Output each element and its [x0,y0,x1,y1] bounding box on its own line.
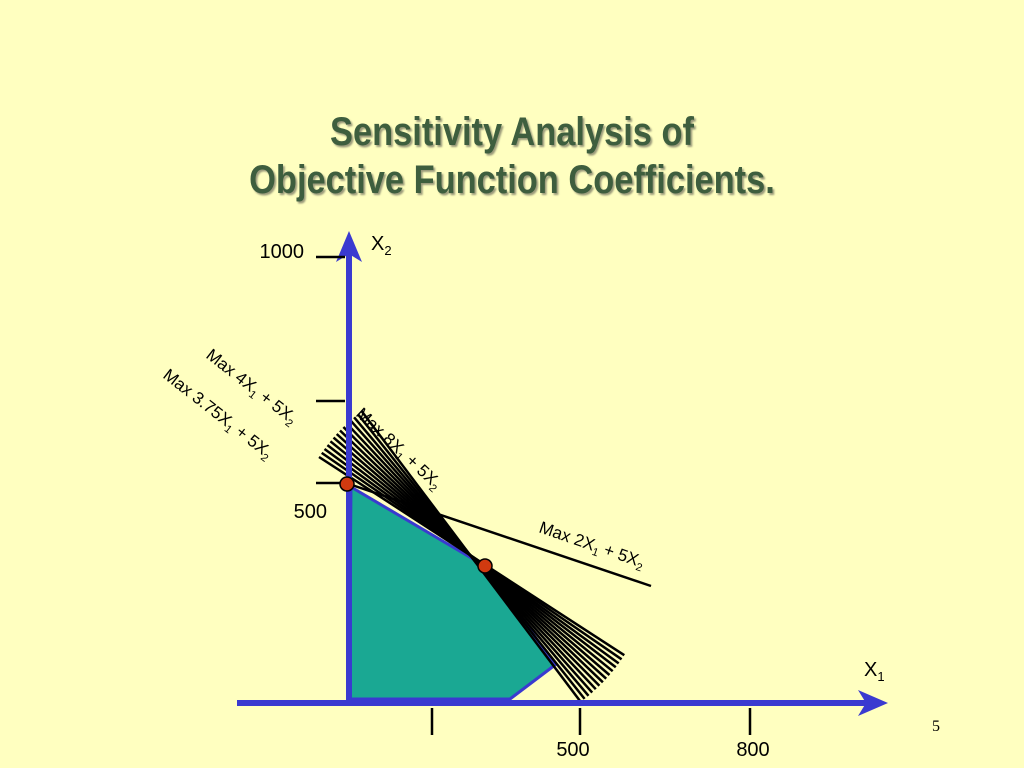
corner-point-upper [339,476,355,492]
x-tick-label-800: 800 [736,739,769,761]
page-title: Sensitivity Analysis of Objective Functi… [72,108,953,204]
y-tick-label-1000: 1000 [260,241,305,263]
slide-number: 5 [932,718,940,735]
x-axis-arrowhead [858,690,888,716]
corner-point-optimal [477,558,493,574]
objective-line-max-2x1 [345,481,652,588]
x-tick-label-500: 500 [556,739,589,761]
objective-line-bundle [318,410,625,703]
y-tick-label-500: 500 [294,501,327,523]
x-axis-label: X1 [864,659,885,684]
objective-line-14 [360,410,582,703]
title-line-2: Objective Function Coefficients. [249,158,775,202]
title-line-1: Sensitivity Analysis of [330,110,694,154]
y-axis-arrowhead [336,231,362,262]
y-axis-label: X2 [371,233,392,258]
